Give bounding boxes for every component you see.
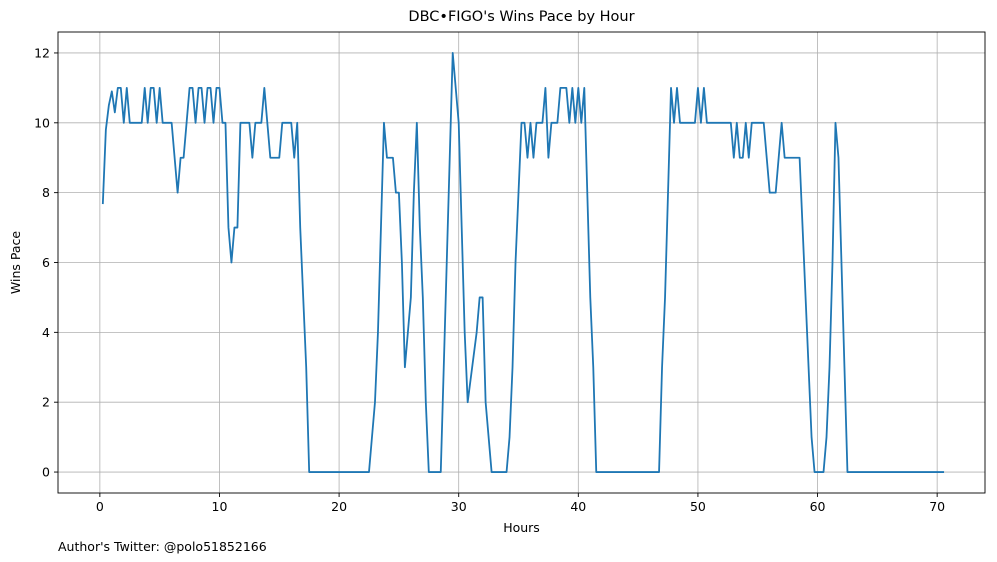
y-tick-label: 6 — [42, 255, 50, 270]
author-credit: Author's Twitter: @polo51852166 — [58, 539, 267, 554]
x-tick-label: 0 — [96, 499, 104, 514]
x-tick-label: 20 — [331, 499, 347, 514]
y-tick-label: 12 — [34, 45, 50, 60]
y-tick-label: 0 — [42, 465, 50, 480]
x-tick-label: 50 — [690, 499, 706, 514]
y-axis-label: Wins Pace — [8, 231, 23, 294]
x-tick-label: 60 — [810, 499, 826, 514]
axis-ticks: 0 10 20 30 40 50 60 70 0 2 4 6 8 10 12 — [34, 45, 945, 514]
x-axis-label: Hours — [503, 520, 540, 535]
plot-area-frame — [57, 31, 986, 494]
x-tick-label: 70 — [929, 499, 945, 514]
series-line — [101, 52, 945, 473]
y-tick-label: 8 — [42, 185, 50, 200]
x-tick-label: 40 — [570, 499, 586, 514]
x-tick-label: 30 — [451, 499, 467, 514]
y-tick-label: 2 — [42, 395, 50, 410]
chart-title: DBC•FIGO's Wins Pace by Hour — [408, 9, 634, 25]
x-tick-label: 10 — [212, 499, 228, 514]
y-tick-label: 10 — [34, 115, 50, 130]
y-tick-label: 4 — [42, 325, 50, 340]
